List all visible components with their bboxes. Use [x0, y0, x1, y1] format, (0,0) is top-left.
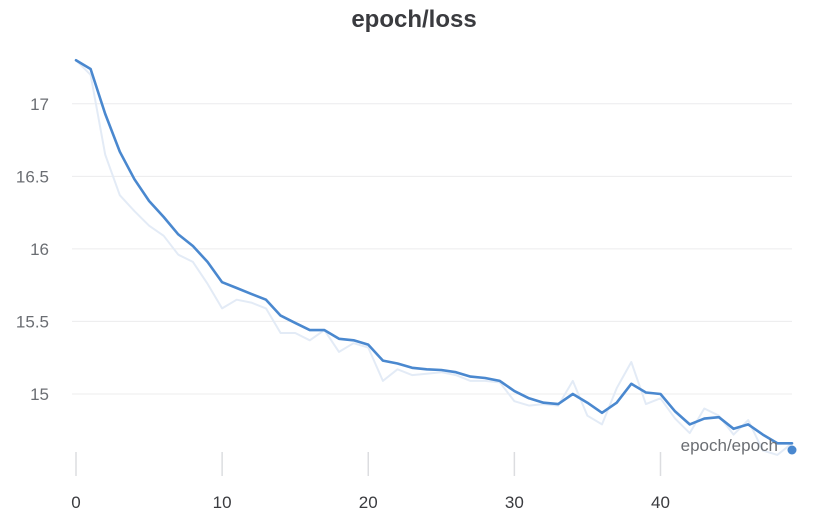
- gridlines: [72, 103, 792, 395]
- x-tick-label: 40: [651, 493, 670, 512]
- x-tick-label: 10: [213, 493, 232, 512]
- y-tick-label: 16: [30, 240, 49, 259]
- legend: epoch/epoch: [681, 436, 797, 455]
- legend-label: epoch/epoch: [681, 436, 778, 455]
- x-tick-label: 0: [71, 493, 80, 512]
- y-tick-label: 15.5: [16, 312, 49, 331]
- smoothed-loss-line[interactable]: [74, 58, 794, 445]
- legend-marker: [787, 445, 797, 455]
- x-tick-label: 30: [505, 493, 524, 512]
- y-tick-label: 16.5: [16, 167, 49, 186]
- chart-title: epoch/loss: [351, 6, 477, 33]
- x-axis: 0 10 20 30 40: [71, 452, 670, 512]
- x-tick-label: 20: [359, 493, 378, 512]
- series-layer: [74, 58, 794, 456]
- y-axis: 15 15.5 16 16.5 17: [16, 95, 49, 404]
- raw-loss-line[interactable]: [75, 59, 793, 456]
- y-tick-label: 15: [30, 385, 49, 404]
- y-tick-label: 17: [30, 95, 49, 114]
